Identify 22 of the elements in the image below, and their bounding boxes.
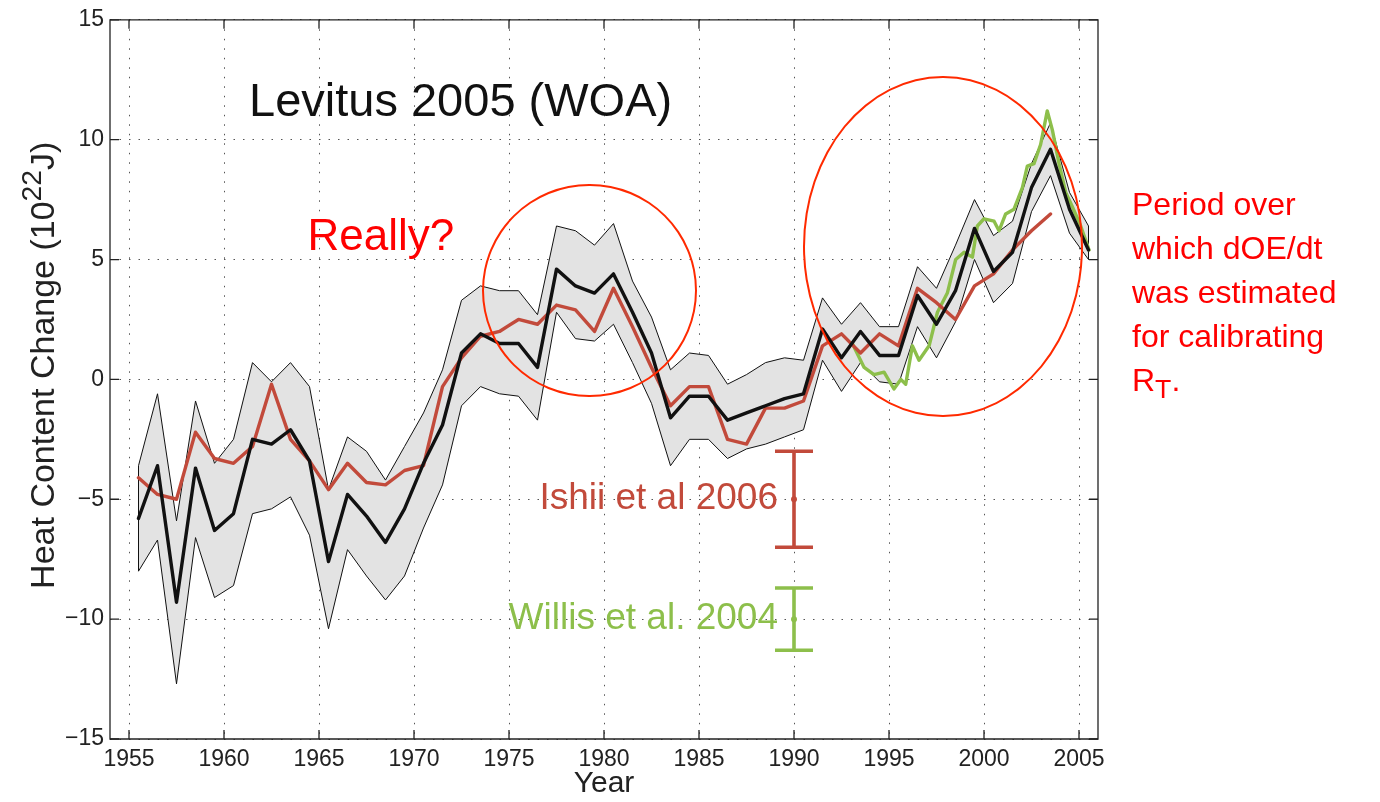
y-tick-label: 10 <box>78 125 104 152</box>
x-tick-label: 1975 <box>483 745 535 772</box>
x-tick-label: 2000 <box>958 745 1010 772</box>
x-tick-label: 1995 <box>863 745 915 772</box>
series-label: Ishii et al 2006 <box>539 476 778 518</box>
x-tick-label: 1970 <box>388 745 440 772</box>
x-tick-label: 1960 <box>198 745 250 772</box>
y-tick-label: 0 <box>91 364 104 391</box>
annotation: Really? <box>307 210 455 261</box>
text: Period over which dOE/dt was estimated for calibrating R$_{T}$. <box>1132 184 1338 406</box>
series-label: Willis et al. 2004 <box>508 596 778 638</box>
y-tick-label: −5 <box>77 484 104 511</box>
x-tick-label: 1955 <box>103 745 155 772</box>
x-tick-label: 1985 <box>673 745 725 772</box>
x-tick-label: 1965 <box>293 745 345 772</box>
x-tick-label: 2005 <box>1053 745 1105 772</box>
y-tick-label: 5 <box>91 244 104 271</box>
y-tick-label: −10 <box>64 604 104 631</box>
y-tick-label: −15 <box>64 724 104 751</box>
y-tick-label: 15 <box>78 5 104 32</box>
x-tick-label: 1990 <box>768 745 820 772</box>
text: Levitus 2005 (WOA) <box>249 72 673 126</box>
